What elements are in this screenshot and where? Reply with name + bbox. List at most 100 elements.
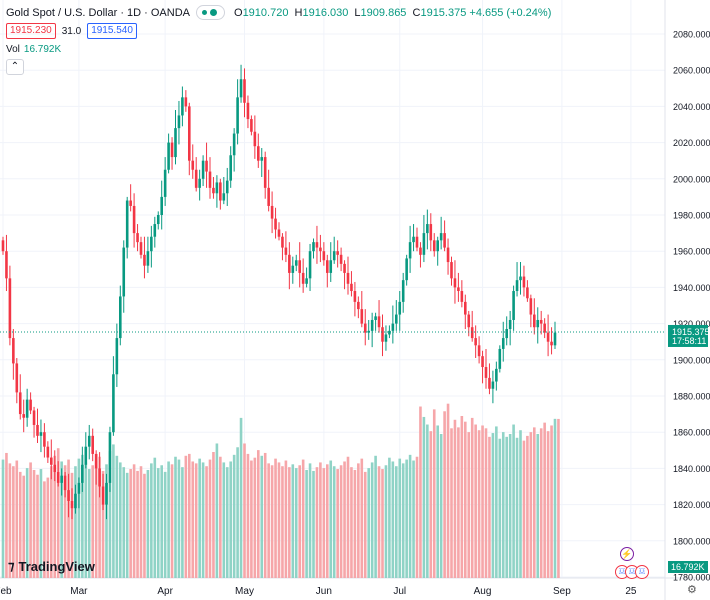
candle-body [543, 323, 546, 333]
candle-body [260, 157, 264, 161]
candle-body [246, 102, 250, 120]
volume-bar [453, 419, 457, 578]
candle-body [91, 435, 94, 454]
close-value: 1915.375 [420, 6, 467, 19]
volume-bar [501, 432, 505, 578]
candle-body [515, 280, 519, 292]
volume-bar [243, 443, 246, 578]
candle-body [467, 314, 471, 328]
candle-body [357, 301, 360, 310]
volume-bar [105, 464, 108, 578]
candle-body [450, 262, 453, 279]
volume-bars [1, 403, 560, 578]
volume-bar [522, 440, 526, 578]
candle-body [215, 182, 219, 194]
volume-bar [495, 426, 498, 578]
chart-header: Gold Spot / U.S. Dollar · 1D · OANDA O19… [6, 5, 551, 20]
candle-body [346, 272, 350, 284]
volume-bar [150, 463, 153, 578]
price-tick-label: 2020.000 [673, 138, 710, 148]
candle-body [426, 224, 429, 234]
tradingview-logo[interactable]: ⁊ TradingView [8, 558, 95, 574]
candle-body [464, 301, 467, 315]
volume-bar [446, 403, 450, 578]
volume-bar [315, 467, 319, 578]
candle-body [329, 260, 333, 273]
candle-body [308, 251, 312, 279]
volume-legend[interactable]: Vol 16.792K [6, 44, 61, 55]
volume-bar [291, 464, 295, 578]
volume-bar [450, 428, 453, 578]
symbol-title[interactable]: Gold Spot / U.S. Dollar · 1D · OANDA [6, 6, 190, 19]
flag-us-icon-3[interactable]: 🇺 [635, 565, 649, 579]
volume-bar [225, 467, 229, 578]
change-value: +4.655 (+0.24%) [469, 6, 552, 19]
gear-icon[interactable]: ⚙ [687, 584, 697, 596]
time-tick-label: Apr [157, 586, 173, 597]
volume-bar [432, 409, 436, 578]
collapse-legend-button[interactable]: ⌃ [6, 59, 24, 75]
volume-bar [301, 459, 305, 578]
candle-body [108, 432, 112, 483]
price-tick-label: 1840.000 [673, 464, 710, 474]
volume-bar [281, 466, 284, 578]
candle-body [326, 260, 329, 273]
tv-logo-icon: ⁊ [8, 558, 15, 573]
candle-body [277, 229, 281, 237]
price-tick-label: 1880.000 [673, 392, 710, 402]
candle-body [115, 338, 119, 375]
candle-body [546, 332, 550, 342]
sell-button[interactable]: 1915.230 [6, 23, 56, 39]
volume-bar [498, 438, 502, 578]
volume-bar [353, 470, 357, 578]
volume-bar [263, 452, 267, 578]
volume-bar [367, 468, 370, 578]
volume-bar [212, 452, 215, 578]
volume-bar [308, 463, 312, 578]
candle-body [84, 446, 88, 465]
candle-body [94, 453, 98, 469]
candle-body [43, 432, 46, 447]
volume-bar [101, 470, 105, 578]
lightning-icon[interactable]: ⚡ [620, 547, 634, 561]
volume-bar [253, 457, 257, 578]
volume-bar [129, 469, 132, 578]
volume-bar [108, 451, 112, 578]
candle-body [432, 240, 436, 252]
candle-body [419, 247, 422, 255]
candle-body [8, 278, 12, 339]
candle-body [339, 254, 343, 264]
candle-body [529, 298, 533, 315]
candle-body [232, 133, 236, 156]
volume-bar [177, 459, 181, 578]
volume-bar [267, 463, 270, 578]
candle-body [1, 240, 5, 252]
market-open-icon [210, 9, 217, 16]
time-axis: Feb Mar Apr May Jun Jul Aug Sep 25 [0, 586, 637, 597]
volume-bar [56, 448, 60, 578]
event-flags[interactable]: 🇺 🇺 🇺 [615, 565, 649, 579]
time-tick-label: Sep [553, 586, 571, 597]
volume-bar [512, 424, 515, 578]
market-status-pill[interactable] [196, 5, 225, 20]
volume-bar [143, 473, 146, 578]
volume-bar [39, 469, 43, 578]
candle-body [381, 327, 384, 342]
candle-body [398, 301, 402, 315]
volume-bar [191, 461, 195, 578]
volume-bar [557, 418, 560, 578]
candle-body [550, 341, 553, 346]
price-tick-label: 1920.000 [673, 319, 710, 329]
candles [1, 64, 557, 520]
volume-bar [12, 466, 15, 578]
volume-bar [250, 460, 253, 578]
buy-button[interactable]: 1915.540 [87, 23, 137, 39]
volume-bar [339, 465, 343, 578]
candle-body [112, 374, 115, 433]
last-price-text: 1915.375 [672, 327, 710, 337]
candle-body [412, 236, 415, 243]
candle-body [18, 392, 22, 415]
candle-body [170, 142, 174, 158]
volume-bar [405, 459, 408, 578]
